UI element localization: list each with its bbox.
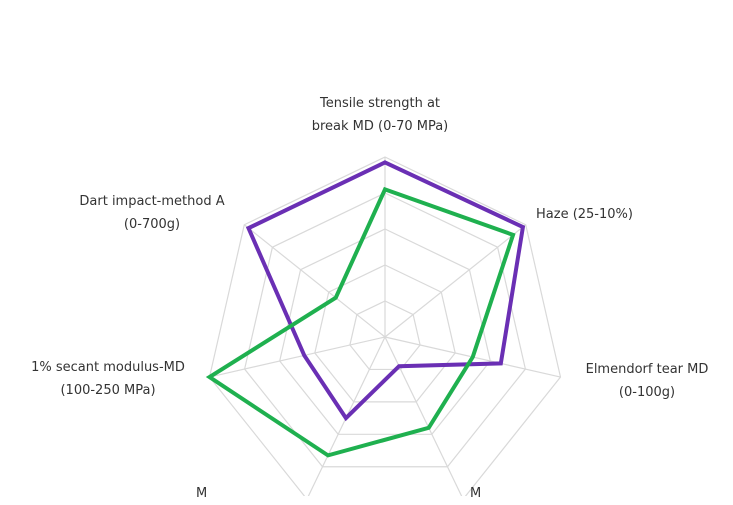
grid-ring-5 xyxy=(208,156,562,496)
axis-spoke-3 xyxy=(384,336,463,496)
axis-spoke-6 xyxy=(243,224,386,338)
axis-spoke-5 xyxy=(209,336,386,378)
axis-label-tensile-strength: Tensile strength at break MD (0-70 MPa) xyxy=(311,96,449,134)
axis-label-bottom-right: M xyxy=(470,486,482,501)
series-line-2 xyxy=(205,186,516,458)
axis-label-haze: Haze (25-10%) xyxy=(536,207,633,222)
series-line-1 xyxy=(245,160,526,422)
axis-label-bottom-left: M xyxy=(196,486,208,501)
axis-label-elmendorf-tear: Elmendorf tear MD (0-100g) xyxy=(585,362,709,400)
grid-ring-1 xyxy=(349,300,421,371)
axis-label-dart-impact: Dart impact-method A (0-700g) xyxy=(79,194,225,232)
axis-label-secant-modulus: 1% secant modulus-MD (100-250 MPa) xyxy=(31,360,185,398)
axis-spoke-1 xyxy=(384,224,527,338)
radar-series xyxy=(205,160,526,458)
grid-ring-3 xyxy=(279,228,491,435)
